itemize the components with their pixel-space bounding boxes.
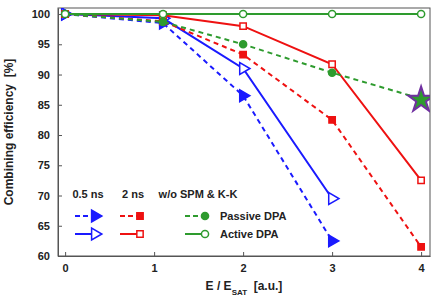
- x-axis-title-part: E / E: [206, 279, 232, 293]
- y-tick-mark: [58, 226, 62, 227]
- legend-marker: [137, 231, 143, 237]
- y-tick-label: 100: [32, 8, 50, 20]
- series-point: [418, 10, 425, 17]
- x-tick-mark: [332, 252, 333, 256]
- y-tick-mark: [58, 135, 62, 136]
- series-point: [240, 63, 250, 75]
- y-tick-label: 65: [38, 220, 50, 232]
- series-point: [329, 193, 339, 205]
- legend-column-label: w/o SPM & K-K: [158, 188, 238, 200]
- series-point: [329, 61, 335, 67]
- series-point: [418, 177, 424, 183]
- x-tick-mark: [243, 252, 244, 256]
- x-tick-mark: [65, 252, 66, 256]
- x-tick-label: 2: [241, 262, 247, 274]
- y-tick-label: 80: [38, 129, 50, 141]
- legend-column-label: 0.5 ns: [72, 188, 103, 200]
- series-point: [240, 23, 246, 29]
- series-point: [62, 10, 69, 17]
- y-tick-label: 90: [38, 69, 50, 81]
- y-tick: 85: [38, 99, 62, 111]
- series-point: [62, 11, 68, 17]
- legend-marker: [137, 213, 143, 219]
- legend-row-label: Active DPA: [220, 228, 279, 240]
- legend-marker: [92, 228, 102, 240]
- legend-marker: [92, 210, 102, 222]
- series-line: [65, 14, 421, 99]
- x-axis: 0 1 2 3 4: [59, 252, 431, 274]
- series-point: [240, 51, 246, 57]
- series-line: [65, 14, 421, 247]
- series-point: [159, 10, 166, 17]
- y-axis: 60 65 70 75 80 85 90 95 100: [32, 8, 62, 262]
- series-line: [65, 14, 332, 198]
- plot: 0 1 2 3 4 60 65 70 75 80 85 90 95 100: [32, 8, 434, 274]
- x-axis-title: E / ESAT [a.u.]: [206, 279, 283, 296]
- series-line: [65, 14, 421, 180]
- y-tick: 65: [38, 220, 62, 232]
- y-axis-line: [58, 9, 59, 257]
- x-tick: 2: [241, 252, 247, 274]
- series-point: [329, 10, 336, 17]
- x-axis-title-part: [a.u.]: [247, 279, 282, 293]
- y-tick: 100: [32, 8, 62, 20]
- y-tick: 95: [38, 38, 62, 50]
- y-tick: 90: [38, 69, 62, 81]
- series-point: [62, 11, 68, 17]
- series-point: [329, 235, 339, 247]
- y-tick-label: 85: [38, 99, 50, 111]
- x-axis-line: [59, 256, 431, 257]
- highlight-star: [408, 87, 430, 111]
- x-tick-mark: [154, 252, 155, 256]
- y-tick: 80: [38, 129, 62, 141]
- y-tick-mark: [58, 44, 62, 45]
- y-tick-label: 60: [38, 250, 50, 262]
- x-axis-title-part: SAT: [232, 288, 248, 296]
- y-axis-title: Combining efficiency [%]: [2, 59, 16, 206]
- legend-column-label: 2 ns: [122, 188, 144, 200]
- series-point: [159, 18, 166, 25]
- series-point: [240, 10, 247, 17]
- legend-marker: [201, 230, 208, 237]
- x-tick-mark: [421, 252, 422, 256]
- series-group: [62, 8, 430, 250]
- x-tick: 3: [330, 252, 336, 274]
- y-tick-mark: [58, 165, 62, 166]
- x-tick: 1: [152, 252, 158, 274]
- legend-marker: [201, 212, 208, 219]
- series-point: [329, 117, 335, 123]
- chart: 0 1 2 3 4 60 65 70 75 80 85 90 95 100 E / ESAT [a.u.] C…: [0, 0, 442, 296]
- legend-row-label: Passive DPA: [220, 210, 287, 222]
- y-tick-label: 70: [38, 190, 50, 202]
- series-point: [240, 90, 250, 102]
- y-tick-label: 95: [38, 38, 50, 50]
- series-point: [240, 41, 247, 48]
- x-tick-label: 4: [419, 262, 426, 274]
- x-tick-label: 3: [330, 262, 336, 274]
- y-tick-mark: [58, 75, 62, 76]
- series-point: [62, 10, 69, 17]
- y-tick: 70: [38, 190, 62, 202]
- y-tick: 60: [38, 250, 62, 262]
- series-point: [329, 69, 336, 76]
- x-tick-label: 1: [152, 262, 158, 274]
- y-tick: 75: [38, 159, 62, 171]
- plot-frame: [58, 8, 430, 256]
- y-tick-label: 75: [38, 159, 50, 171]
- x-tick-label: 0: [63, 262, 69, 274]
- series-point: [418, 244, 424, 250]
- y-tick-mark: [58, 105, 62, 106]
- x-tick: 0: [63, 252, 69, 274]
- x-tick: 4: [419, 252, 426, 274]
- legend: 0.5 ns 2 ns w/o SPM & K-K Passive DPA Active…: [72, 188, 286, 240]
- y-tick-mark: [58, 256, 62, 257]
- y-tick-mark: [58, 196, 62, 197]
